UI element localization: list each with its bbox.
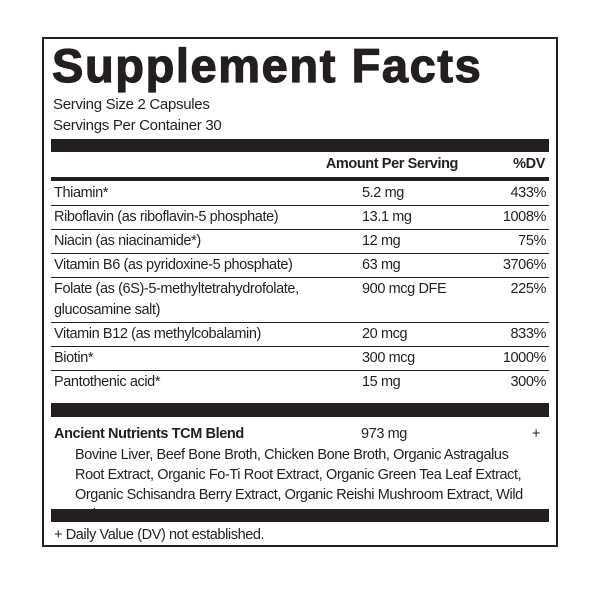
divider-medium — [51, 177, 549, 181]
nutrient-amount: 900 mcg DFE — [362, 281, 447, 297]
nutrient-name: Thiamin* — [54, 185, 109, 201]
table-row: Niacin (as niacinamide*) 12 mg 75% — [51, 230, 549, 254]
nutrient-amount: 12 mg — [362, 233, 401, 249]
blend-name: Ancient Nutrients TCM Blend — [54, 426, 244, 442]
nutrient-dv: 433% — [510, 185, 547, 201]
divider-thick — [51, 139, 549, 152]
nutrient-dv: 300% — [510, 374, 547, 390]
serving-size: Serving Size 2 Capsules — [53, 96, 210, 113]
nutrient-amount: 15 mg — [362, 374, 401, 390]
nutrient-amount: 13.1 mg — [362, 209, 412, 225]
blend-amount: 973 mg — [361, 426, 407, 442]
supplement-facts-panel: Supplement Facts Serving Size 2 Capsules… — [42, 37, 558, 547]
table-row: Thiamin* 5.2 mg 433% — [51, 182, 549, 206]
table-row: Vitamin B12 (as methylcobalamin) 20 mcg 83… — [51, 323, 549, 347]
nutrient-dv: 3706% — [502, 257, 547, 273]
dv-header: %DV — [513, 156, 545, 172]
divider-thick — [51, 403, 549, 417]
nutrient-amount: 300 mcg — [362, 350, 415, 366]
nutrient-amount: 63 mg — [362, 257, 401, 273]
nutrient-name: Riboflavin (as riboflavin-5 phosphate) — [54, 209, 279, 225]
nutrient-dv: 833% — [510, 326, 547, 342]
table-row: Riboflavin (as riboflavin-5 phosphate) 13… — [51, 206, 549, 230]
table-row: Vitamin B6 (as pyridoxine-5 phosphate) 63… — [51, 254, 549, 278]
nutrient-amount: 20 mcg — [362, 326, 408, 342]
nutrient-dv: 1008% — [502, 209, 547, 225]
nutrient-table: Thiamin* 5.2 mg 433% Riboflavin (as ribofl… — [51, 182, 549, 394]
nutrient-name: Vitamin B6 (as pyridoxine-5 phosphate) — [54, 257, 293, 273]
amount-header: Amount Per Serving — [325, 156, 459, 172]
nutrient-dv: 225% — [510, 281, 547, 297]
table-row: Biotin* 300 mcg 1000% — [51, 347, 549, 371]
nutrient-name: Biotin* — [54, 350, 94, 366]
table-row: Pantothenic acid* 15 mg 300% — [51, 371, 549, 394]
servings-per-container: Servings Per Container 30 — [53, 117, 222, 134]
nutrient-name: Vitamin B12 (as methylcobalamin) — [54, 326, 261, 342]
nutrient-name: Niacin (as niacinamide*) — [54, 233, 201, 249]
nutrient-amount: 5.2 mg — [362, 185, 404, 201]
nutrient-dv: 1000% — [502, 350, 547, 366]
blend-dv: + — [531, 426, 540, 442]
divider-thick — [51, 509, 549, 522]
column-header: Amount Per Serving %DV — [51, 153, 549, 177]
nutrient-name: Folate (as (6S)-5-methyltetrahydrofolate… — [54, 281, 299, 318]
nutrient-dv: 75% — [518, 233, 546, 249]
table-row: Folate (as (6S)-5-methyltetrahydrofolate… — [51, 278, 549, 323]
footnote: + Daily Value (DV) not established. — [54, 527, 265, 543]
panel-title: Supplement Facts — [51, 38, 483, 92]
nutrient-name: Pantothenic acid* — [54, 374, 161, 390]
